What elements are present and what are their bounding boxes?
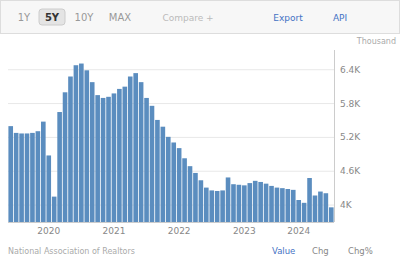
footer-item[interactable]: Chg% (348, 246, 373, 256)
footer-item[interactable]: Value (272, 246, 295, 256)
bar (215, 191, 220, 222)
active-tab-bg (39, 9, 65, 25)
bar (68, 77, 73, 222)
bar (318, 192, 323, 222)
bar (193, 173, 198, 222)
bar (19, 133, 24, 222)
bar (269, 186, 274, 222)
bar (242, 185, 247, 222)
bar (63, 92, 68, 222)
toolbar-button: Compare + (162, 13, 213, 23)
bar (155, 120, 160, 222)
toolbar (1, 1, 400, 34)
bar (264, 184, 269, 222)
toolbar-tab[interactable]: MAX (109, 12, 131, 23)
bar (41, 122, 46, 222)
bar (237, 185, 242, 222)
y-tick-label: 6.4K (340, 65, 361, 75)
y-tick-label: 4.6K (340, 166, 361, 176)
bar (280, 188, 285, 222)
chart: 1Y 5Y 10Y MAX Compare + Export API Thousand 4K 4.… (0, 0, 400, 264)
bar (8, 126, 13, 222)
bar (313, 195, 318, 222)
x-tick-label: 2023 (233, 226, 256, 236)
bar (117, 89, 122, 222)
grid-line (8, 171, 334, 172)
toolbar-tab[interactable]: 10Y (75, 12, 95, 23)
bar (128, 77, 133, 222)
bar (286, 189, 291, 222)
bar (46, 155, 51, 222)
bar (161, 127, 166, 222)
bar (101, 98, 106, 222)
bars (8, 64, 333, 222)
bar (166, 137, 171, 222)
bar (150, 106, 155, 222)
toolbar-tab[interactable]: 5Y (45, 12, 60, 23)
grid-line (8, 205, 334, 206)
y-tick-label: 5.8K (340, 99, 361, 109)
bar (84, 70, 89, 222)
bar (95, 95, 100, 222)
bar (302, 203, 307, 222)
bar (307, 178, 312, 222)
bar (209, 190, 214, 222)
bar (275, 188, 280, 222)
bar (106, 97, 111, 222)
bar (112, 93, 117, 222)
bar (231, 184, 236, 222)
bar (199, 180, 204, 222)
bar (204, 188, 209, 222)
y-tick-label: 5.2K (340, 132, 361, 142)
x-tick-label: 2024 (287, 226, 310, 236)
toolbar-tab[interactable]: 1Y (18, 12, 31, 23)
x-axis-line (8, 222, 334, 223)
bar (139, 82, 144, 222)
bar (226, 177, 231, 222)
x-tick-label: 2020 (37, 226, 60, 236)
bar (324, 193, 329, 222)
bar (220, 190, 225, 222)
toolbar-link[interactable]: Export (273, 13, 303, 23)
x-tick-label: 2022 (168, 226, 191, 236)
bar (14, 133, 19, 222)
bar (30, 133, 35, 222)
bar (296, 200, 301, 222)
footer-source: National Association of Realtors (8, 247, 135, 256)
bar (25, 133, 30, 222)
bar (253, 181, 258, 222)
bar (79, 64, 84, 222)
bar (329, 207, 334, 222)
bar (133, 73, 138, 222)
bar (291, 190, 296, 222)
grid-line (8, 137, 334, 138)
bar (57, 112, 62, 222)
bar (177, 148, 182, 222)
bar (52, 197, 57, 222)
bar (123, 87, 128, 222)
y-axis-line (334, 50, 335, 222)
bar (247, 183, 252, 222)
bar (182, 158, 187, 222)
grid-line (8, 69, 334, 70)
bar (258, 182, 263, 222)
toolbar-link[interactable]: API (333, 13, 347, 23)
bar (90, 82, 95, 222)
y-tick-label: 4K (340, 200, 353, 210)
grid-line (8, 103, 334, 104)
bar (36, 131, 41, 222)
bar (171, 142, 176, 222)
x-tick-label: 2021 (102, 226, 125, 236)
bar (188, 166, 193, 222)
bar (144, 98, 149, 222)
y-axis-label: Thousand (356, 37, 396, 46)
footer-item[interactable]: Chg (312, 246, 329, 256)
bar (74, 65, 79, 222)
